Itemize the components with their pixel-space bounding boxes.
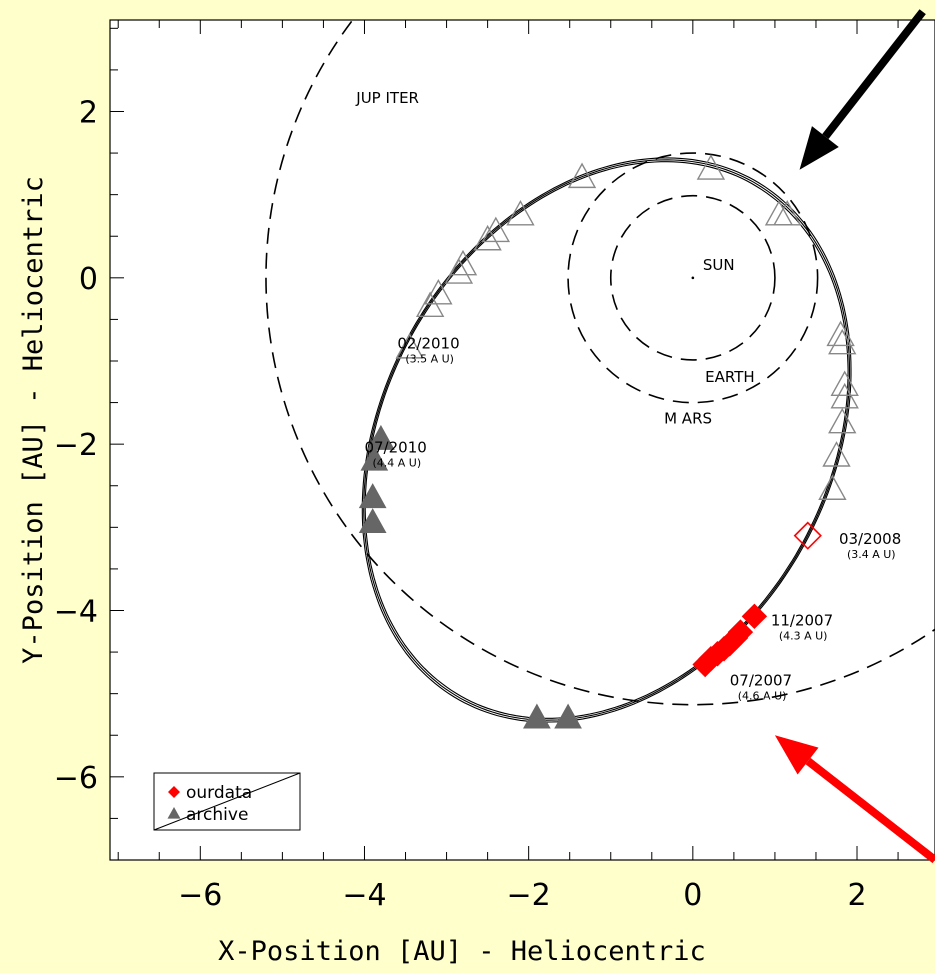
archive-open-point <box>567 162 597 189</box>
orbit-label-jupiter: JUP ITER <box>355 89 419 107</box>
plot-frame <box>109 19 935 861</box>
archive-point <box>358 483 387 509</box>
archive-open-point <box>828 328 857 355</box>
archive-open-point <box>828 407 857 434</box>
comet-orbit-strand <box>364 161 849 719</box>
y-tick-label: −6 <box>54 761 98 796</box>
x-axis-title: X-Position [AU] - Heliocentric <box>218 936 706 967</box>
ourdata-point <box>741 603 768 630</box>
arrow-head-0 <box>799 126 839 170</box>
sun-marker <box>691 276 695 280</box>
y-axis-title: Y-Position [AU] - Heliocentric <box>18 176 49 664</box>
y-tick-label: −4 <box>54 594 98 629</box>
y-tick-label: 2 <box>79 95 98 130</box>
legend-marker-ourdata <box>168 786 180 798</box>
orbit-label-earth: EARTH <box>705 368 755 386</box>
orbit-earth <box>609 194 776 361</box>
ourdata-point <box>727 619 754 645</box>
archive-open-point <box>424 278 453 305</box>
archive-point <box>360 445 389 471</box>
archive-open-point <box>415 291 445 317</box>
sun-label: SUN <box>703 256 735 274</box>
archive-open-point <box>395 333 424 359</box>
archive-open-point <box>822 441 851 467</box>
archive-point <box>523 703 551 729</box>
comet-orbit-strand <box>361 157 852 723</box>
annotation-date: 07/2007 <box>730 671 792 689</box>
archive-open-point <box>826 320 855 347</box>
annotation-distance: (3.4 A U) <box>847 548 896 561</box>
plot-area <box>110 20 935 860</box>
annotation-date: 03/2008 <box>839 530 901 548</box>
annotation-date: 02/2010 <box>397 335 459 353</box>
orbit-mars <box>567 152 819 404</box>
archive-open-point <box>448 249 478 276</box>
legend-label-archive: archive <box>186 805 248 825</box>
archive-point <box>358 508 387 534</box>
archive-open-point <box>830 370 859 397</box>
archive-point <box>554 703 582 729</box>
archive-open-point <box>818 474 847 500</box>
legend-label-ourdata: ourdata <box>186 783 252 803</box>
x-tick-label: −6 <box>178 878 222 913</box>
annotation-date: 07/2010 <box>364 438 426 456</box>
legend-marker-archive <box>167 806 181 819</box>
arrow-shaft-1 <box>805 757 935 864</box>
x-tick-label: 2 <box>847 878 866 913</box>
annotation-distance: (4.6 A U) <box>738 689 787 702</box>
x-tick-label: −2 <box>507 878 551 913</box>
annotation-distance: (4.4 A U) <box>372 456 421 469</box>
ourdata-open-point <box>793 521 822 550</box>
archive-open-point <box>773 199 802 226</box>
archive-open-point <box>481 216 511 243</box>
y-tick-label: −2 <box>54 428 98 463</box>
comet-orbit-strand <box>363 159 851 721</box>
arrow-head-1 <box>774 735 819 775</box>
annotation-distance: (3.5 A U) <box>405 353 454 366</box>
x-tick-label: −4 <box>342 878 386 913</box>
archive-point <box>367 424 395 450</box>
arrow-shaft-0 <box>822 9 926 140</box>
annotation-date: 11/2007 <box>771 611 833 629</box>
archive-open-point <box>696 154 726 180</box>
archive-open-point <box>473 224 502 251</box>
annotation-distance: (4.3 A U) <box>779 629 828 642</box>
archive-open-point <box>830 382 859 409</box>
y-tick-label: 0 <box>79 262 98 297</box>
orbit-jupiter <box>265 20 935 706</box>
legend-diagonal <box>153 772 301 831</box>
orbit-label-mars: M ARS <box>664 409 712 427</box>
archive-open-point <box>506 199 535 226</box>
x-tick-label: 0 <box>683 878 702 913</box>
